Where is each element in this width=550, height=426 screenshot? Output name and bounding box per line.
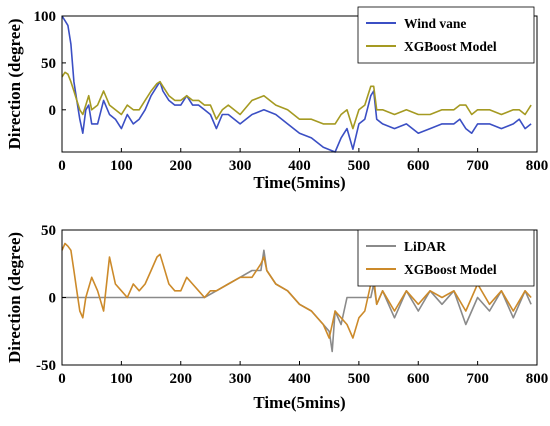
series-line-2 [61, 71, 532, 130]
legend-label-1: LiDAR [404, 239, 446, 254]
x-tick-label: 100 [110, 371, 133, 387]
y-axis-label: Direction (degree) [5, 232, 24, 363]
x-tick-label: 300 [229, 371, 252, 387]
x-tick-label: 300 [229, 158, 252, 174]
series-line-2 [61, 242, 532, 339]
y-tick-label: 0 [49, 103, 57, 119]
legend-box [357, 229, 535, 287]
y-tick-label: 0 [49, 291, 57, 307]
x-tick-label: 600 [407, 158, 430, 174]
x-tick-label: 100 [110, 158, 133, 174]
x-axis-label: Time(5mins) [253, 393, 345, 412]
x-tick-label: 800 [526, 158, 549, 174]
x-tick-label: 700 [466, 371, 489, 387]
y-tick-label: 50 [41, 223, 56, 239]
x-tick-label: 0 [58, 371, 66, 387]
x-tick-label: 700 [466, 158, 489, 174]
x-tick-label: 500 [348, 371, 371, 387]
y-tick-label: 50 [41, 56, 56, 72]
x-tick-label: 800 [526, 371, 549, 387]
x-tick-label: 200 [170, 158, 193, 174]
x-tick-label: 0 [58, 158, 66, 174]
x-tick-label: 400 [288, 371, 311, 387]
legend-box [357, 6, 535, 64]
legend-label-2: XGBoost Model [404, 39, 497, 54]
top-chart-panel: 0 100 200 300 400 500 600 700 800 0 50 100 Time(5min… [5, 6, 549, 192]
series-line-1 [62, 249, 532, 353]
y-tick-label: -50 [36, 358, 56, 374]
legend-label-2: XGBoost Model [404, 262, 497, 277]
bottom-chart-panel: 0 100 200 300 400 500 600 700 800-50050Time(5min… [5, 223, 548, 412]
y-tick-label: 100 [34, 9, 57, 25]
x-tick-label: 400 [288, 158, 311, 174]
x-tick-label: 200 [170, 371, 193, 387]
x-axis-label: Time(5mins) [253, 173, 345, 192]
series-line-1 [61, 15, 532, 153]
x-tick-label: 600 [407, 371, 430, 387]
legend-label-1: Wind vane [404, 16, 466, 31]
x-tick-label: 500 [348, 158, 371, 174]
y-axis-label: Direction (degree) [5, 18, 24, 149]
